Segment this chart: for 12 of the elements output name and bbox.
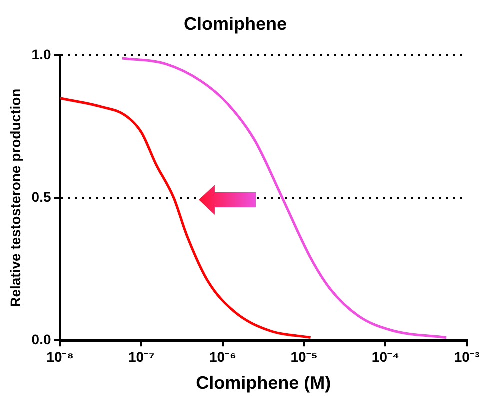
x-tick-label: 10⁻⁵	[290, 348, 318, 365]
y-axis-title: Relative testosterone production	[7, 88, 24, 308]
x-tick-label: 10⁻⁷	[128, 348, 155, 365]
x-tick-label: 10⁻⁴	[372, 348, 400, 365]
chart-title: Clomiphene	[184, 14, 288, 34]
x-tick-label: 10⁻⁶	[209, 348, 236, 365]
y-tick-label: 0.5	[32, 188, 52, 205]
x-tick-label: 10⁻³	[454, 348, 480, 365]
y-tick-label: 1.0	[32, 46, 52, 62]
x-axis-title: Clomiphene (M)	[196, 373, 332, 394]
x-tick-label: 10⁻⁸	[46, 348, 74, 365]
y-tick-label: 0.0	[32, 331, 52, 348]
